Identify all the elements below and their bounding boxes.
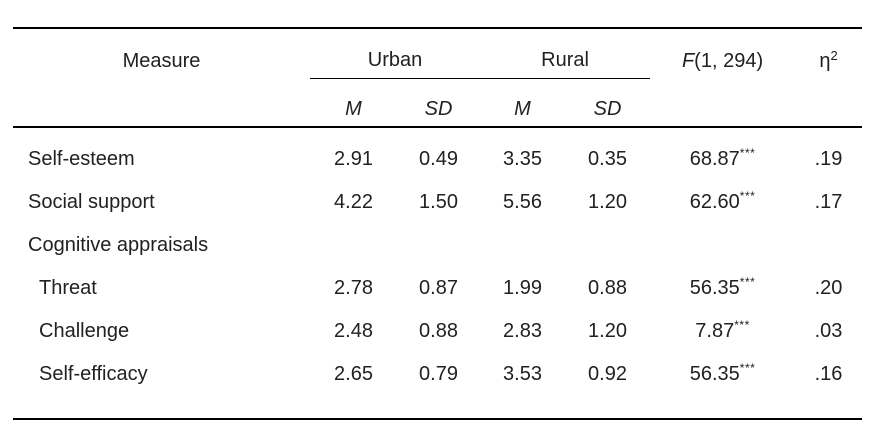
empty-cell — [565, 224, 650, 267]
eta-squared-value: .20 — [814, 277, 843, 299]
urban-mean-value: 2.91 — [334, 148, 373, 170]
column-header-f-statistic: F(1, 294) — [650, 28, 795, 79]
urban-sd-value: 0.88 — [419, 320, 458, 342]
rural-mean-value: 3.35 — [503, 148, 542, 170]
table-row-self-esteem: Self-esteem 2.91 0.49 3.35 0.35 68.87***… — [13, 127, 862, 181]
f-value: 56.35*** — [650, 353, 796, 420]
f-symbol: F — [681, 49, 695, 72]
eta-squared-value: .19 — [814, 148, 843, 170]
urban-mean-value: 4.22 — [334, 191, 373, 213]
table-header: Measure Urban Rural F(1, 294) η2 M SD M … — [13, 28, 863, 128]
column-header-urban-mean: M — [310, 78, 397, 128]
column-header-rural-mean: M — [480, 78, 566, 128]
table-body: Self-esteem 2.91 0.49 3.35 0.35 68.87***… — [13, 127, 863, 420]
empty-cell — [480, 224, 565, 267]
rural-mean-value: 3.53 — [480, 353, 566, 420]
table-row-challenge: Challenge 2.48 0.88 2.83 1.20 7.87*** .0… — [13, 310, 862, 353]
urban-sd-value: 0.79 — [397, 353, 481, 420]
significance-asterisks: *** — [739, 361, 756, 375]
eta-exponent: 2 — [830, 47, 838, 63]
column-header-rural-sd: SD — [565, 78, 651, 128]
urban-sd-value: 1.50 — [419, 191, 458, 213]
row-label: Challenge — [39, 320, 130, 342]
column-header-measure: Measure — [122, 49, 201, 72]
f-number: 56.35 — [689, 363, 740, 385]
row-label: Self-efficacy — [13, 353, 310, 420]
table-row-self-efficacy: Self-efficacy 2.65 0.79 3.53 0.92 56.35*… — [13, 353, 863, 420]
table-row-threat: Threat 2.78 0.87 1.99 0.88 56.35*** .20 — [13, 267, 862, 310]
column-header-eta-squared: η2 — [795, 28, 862, 79]
rural-sd-value: 1.20 — [588, 191, 627, 213]
f-value: 56.35*** — [650, 267, 795, 310]
eta-squared-value: .17 — [814, 191, 843, 213]
anova-results-table: Measure Urban Rural F(1, 294) η2 M SD M … — [13, 27, 863, 420]
empty-cell — [795, 78, 863, 128]
table-row-social-support: Social support 4.22 1.50 5.56 1.20 62.60… — [13, 181, 862, 224]
row-label-section: Cognitive appraisals — [28, 234, 209, 256]
f-number: 56.35 — [689, 277, 740, 299]
row-label: Self-esteem — [28, 148, 135, 170]
empty-cell — [650, 224, 795, 267]
significance-asterisks: *** — [739, 146, 756, 160]
rural-sd-value: 0.92 — [565, 353, 651, 420]
f-number: 7.87 — [695, 320, 735, 342]
column-group-urban: Urban — [310, 28, 481, 79]
rural-mean-value: 2.83 — [503, 320, 542, 342]
eta-squared-value: .16 — [795, 353, 863, 420]
f-df: (1, 294) — [694, 49, 764, 72]
urban-mean-value: 2.48 — [334, 320, 373, 342]
significance-asterisks: *** — [739, 275, 756, 289]
rural-sd-value: 1.20 — [588, 320, 627, 342]
eta-squared-value: .03 — [814, 320, 843, 342]
empty-cell — [397, 224, 480, 267]
column-group-rural: Rural — [480, 28, 651, 79]
table-row-cognitive-appraisals: Cognitive appraisals — [13, 224, 862, 267]
rural-sd-value: 0.35 — [588, 148, 627, 170]
f-number: 62.60 — [689, 191, 740, 213]
empty-cell — [795, 224, 862, 267]
urban-sd-value: 0.87 — [419, 277, 458, 299]
significance-asterisks: *** — [734, 318, 750, 332]
significance-asterisks: *** — [739, 189, 756, 203]
eta-symbol: η — [819, 49, 831, 72]
rural-sd-value: 0.88 — [588, 277, 627, 299]
f-number: 68.87 — [689, 148, 740, 170]
empty-cell — [310, 224, 397, 267]
urban-sd-value: 0.49 — [419, 148, 458, 170]
urban-mean-value: 2.65 — [310, 353, 397, 420]
empty-cell — [13, 78, 310, 128]
row-label: Threat — [39, 277, 97, 299]
header-sub-row: M SD M SD — [13, 78, 863, 128]
empty-cell — [650, 78, 796, 128]
header-group-row: Measure Urban Rural F(1, 294) η2 — [13, 28, 862, 79]
rural-mean-value: 1.99 — [503, 277, 542, 299]
f-value: 7.87*** — [650, 310, 795, 353]
f-value: 62.60*** — [650, 181, 795, 224]
f-value: 68.87*** — [650, 127, 795, 181]
urban-mean-value: 2.78 — [334, 277, 373, 299]
column-header-urban-sd: SD — [397, 78, 481, 128]
rural-mean-value: 5.56 — [503, 191, 542, 213]
row-label: Social support — [28, 191, 155, 213]
